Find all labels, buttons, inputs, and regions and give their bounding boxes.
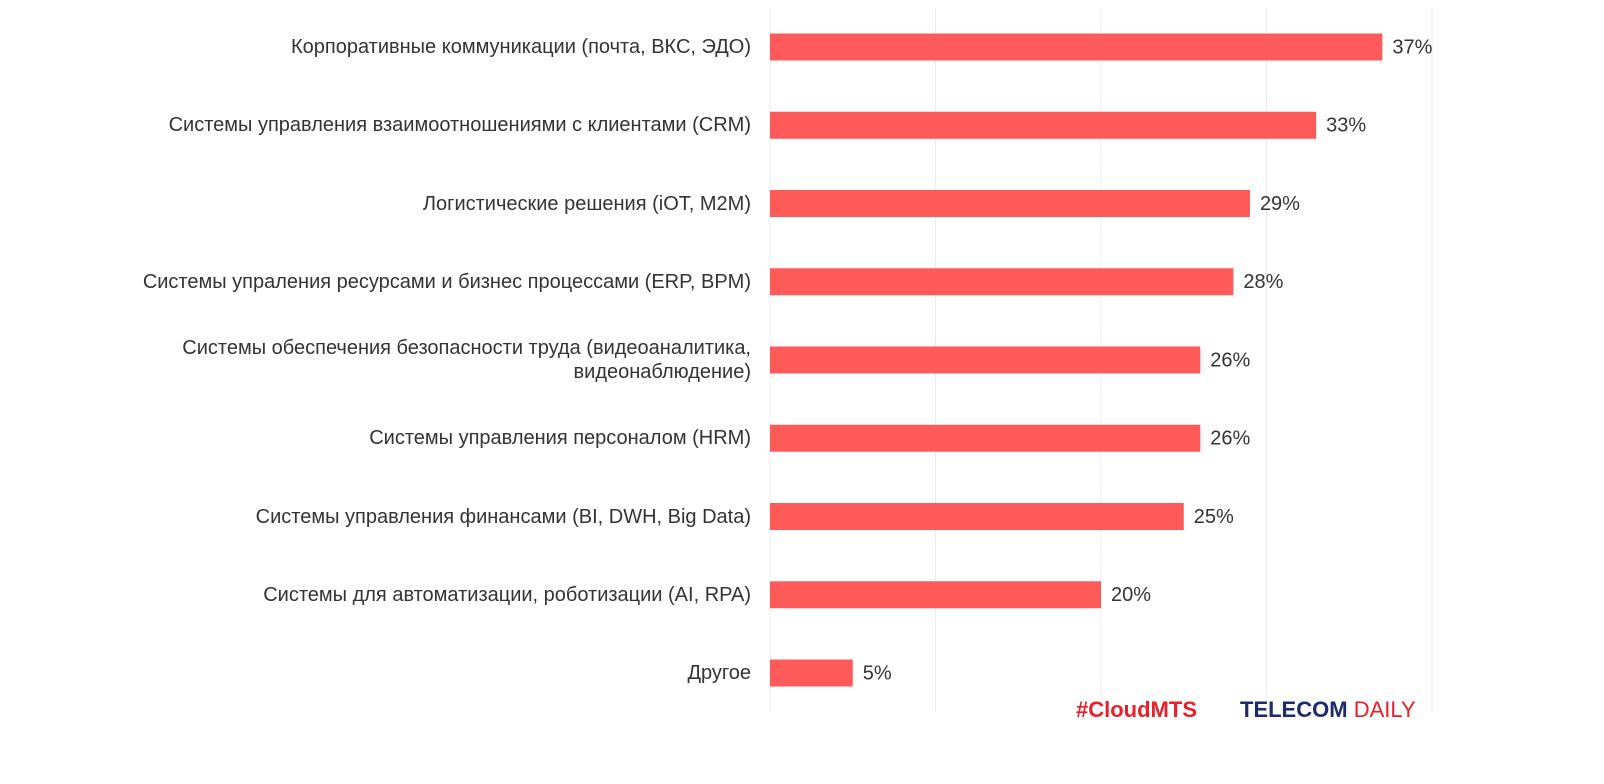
bar	[770, 424, 1201, 452]
bar	[770, 346, 1201, 374]
category-label: Системы управления взаимоотношениями с к…	[168, 114, 751, 137]
category-label: Корпоративные коммуникации (почта, ВКС, …	[291, 36, 751, 58]
value-label: 5%	[863, 662, 892, 684]
bar	[770, 190, 1250, 217]
value-label: 28%	[1243, 271, 1283, 293]
value-label: 26%	[1210, 349, 1250, 371]
bar	[770, 33, 1383, 61]
category-label: Системы для автоматизации, роботизации (…	[263, 583, 751, 606]
value-label: 37%	[1392, 36, 1432, 58]
telecom-daily-logo: TELECOM DAILY	[1240, 697, 1416, 723]
category-label: Системы упраления ресурсами и бизнес про…	[142, 270, 751, 293]
category-label: Системы обеспечения безопасности труда (…	[182, 337, 751, 383]
value-label: 26%	[1210, 428, 1250, 450]
category-label: Системы управления финансами (BI, DWH, B…	[255, 505, 751, 528]
category-label: Системы управления персоналом (HRM)	[369, 427, 751, 450]
bar	[770, 268, 1234, 296]
telecom-word: TELECOM	[1240, 697, 1348, 722]
value-label: 29%	[1260, 193, 1300, 215]
bar	[770, 659, 853, 687]
daily-word: DAILY	[1353, 697, 1416, 722]
bar	[770, 111, 1317, 139]
category-label: Логистические решения (iOT, M2M)	[422, 192, 751, 215]
category-label: Другое	[687, 662, 751, 684]
value-label: 33%	[1326, 115, 1366, 137]
bar	[770, 503, 1184, 530]
value-label: 25%	[1194, 506, 1234, 528]
bar	[770, 581, 1101, 609]
cloudmts-logo: #CloudMTS	[1076, 697, 1197, 722]
value-label: 20%	[1111, 584, 1151, 606]
